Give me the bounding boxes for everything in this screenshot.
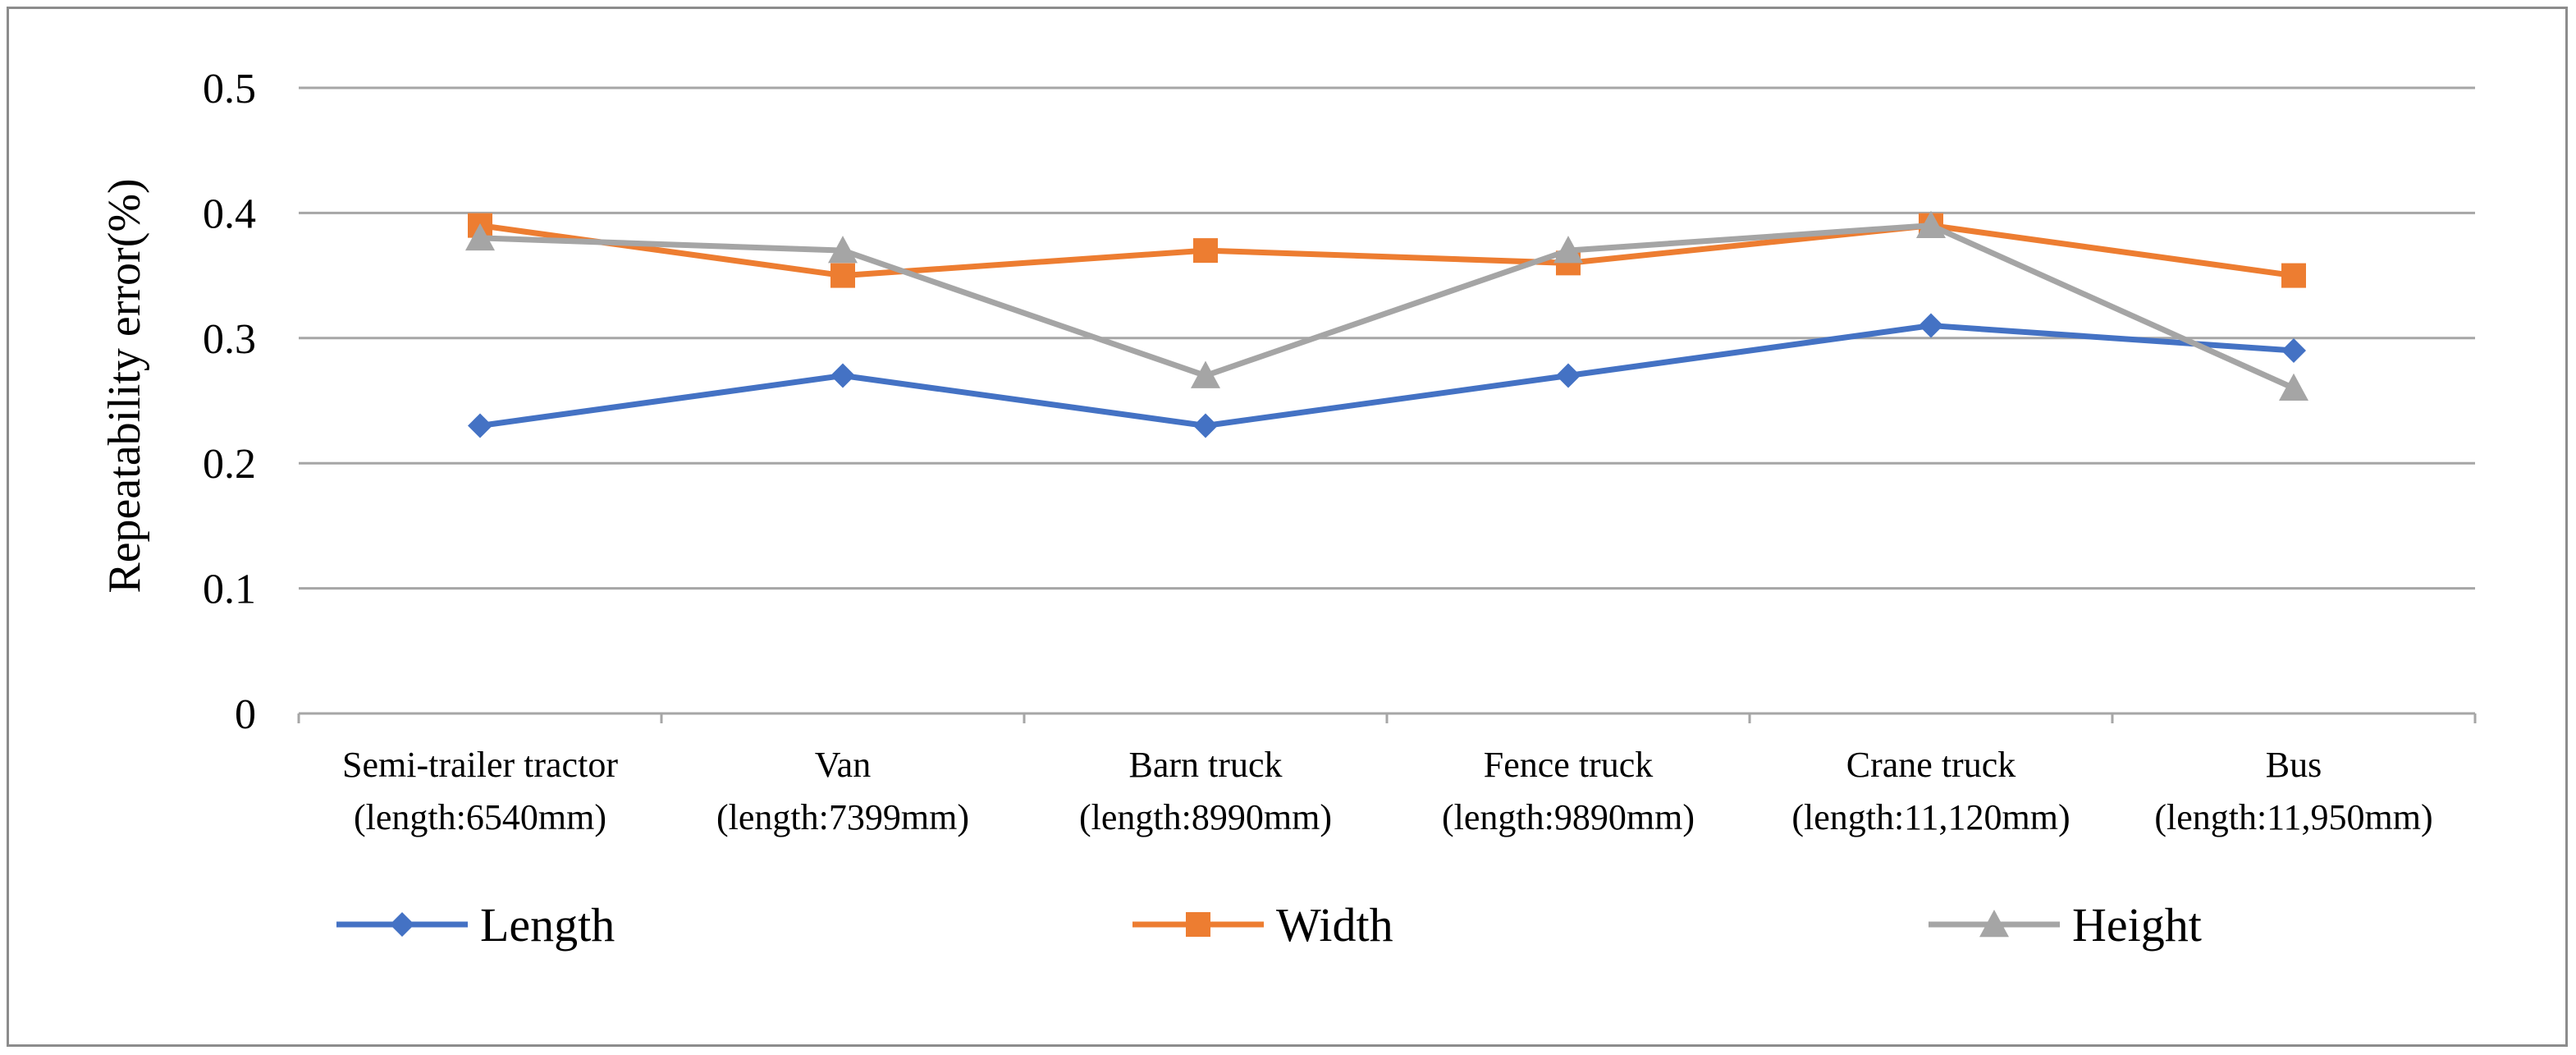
axis-labels: Repeatability error(%) 0 0.1 0.2 0.3 0.4 0.5 S… (99, 66, 2433, 837)
legend-label: Width (1276, 898, 1393, 952)
length-point (830, 363, 855, 388)
height-point (465, 222, 495, 251)
x-tick-label: Fence truck (length:9890mm) (1442, 745, 1695, 837)
legend-marker (390, 912, 414, 937)
x-tick-label: Van (length:7399mm) (716, 745, 969, 837)
height-line (479, 222, 2295, 391)
length-point (2281, 338, 2306, 364)
x-tick-label: Crane truck (length:11,120mm) (1791, 745, 2070, 837)
legend-marker (1186, 912, 1210, 937)
x-tick-label: Semi-trailer tractor (length:6540mm) (342, 745, 618, 837)
length-point (468, 413, 492, 438)
series (465, 210, 2308, 438)
series-width (468, 213, 2306, 288)
legend-label: Length (480, 898, 615, 952)
y-tick-label: 0.3 (203, 316, 256, 363)
height-point (828, 236, 858, 264)
height-point (1191, 360, 1220, 388)
chart-frame (7, 7, 2568, 1047)
series-length (468, 313, 2306, 438)
y-tick-label: 0.4 (203, 190, 256, 237)
x-tick-label: Bus (length:11,950mm) (2154, 745, 2432, 837)
height-point (1916, 210, 1946, 238)
legend-item-width: Width (1132, 898, 1393, 952)
width-line (479, 222, 2295, 279)
x-tick-label: Barn truck (length:8990mm) (1079, 745, 1332, 837)
y-tick-label: 0.1 (203, 566, 256, 613)
width-point (1193, 238, 1218, 264)
y-tick-label: 0 (235, 691, 256, 738)
length-point (1556, 363, 1581, 388)
height-point (2279, 373, 2308, 401)
gridlines (299, 86, 2475, 590)
height-point (1553, 236, 1583, 264)
length-point (1919, 313, 1943, 338)
length-point (1193, 413, 1218, 438)
y-tick-label: 0.2 (203, 441, 256, 488)
axes (297, 712, 2477, 723)
width-point (2281, 263, 2306, 288)
y-tick-label: 0.5 (203, 66, 256, 112)
legend-item-length: Length (336, 898, 615, 952)
length-line (479, 323, 2295, 429)
legend: Length Width Height (336, 898, 2202, 952)
width-point (830, 263, 855, 288)
legend-item-height: Height (1929, 898, 2202, 952)
series-height (465, 210, 2308, 401)
legend-label: Height (2072, 898, 2202, 952)
y-axis-title: Repeatability error(%) (99, 178, 150, 593)
legend-marker (1979, 910, 2009, 938)
